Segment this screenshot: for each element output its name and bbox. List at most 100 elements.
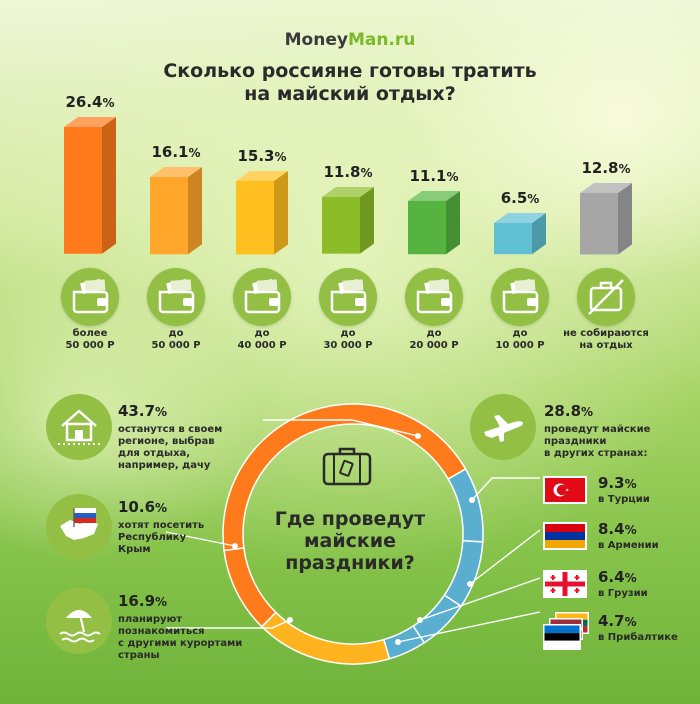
stat-abroad-label: проведут майские праздники в других страна… [544, 424, 651, 459]
bar-value-5: 6.5 [500, 188, 528, 207]
bar-2 [236, 170, 288, 254]
beach-umbrella-icon [46, 588, 112, 654]
bar-value-label-5: 6.5% [480, 189, 560, 207]
bar-top-2 [236, 170, 288, 181]
leader-line-3 [471, 477, 540, 501]
donut-title-line2: майские [303, 530, 397, 552]
bar-category-label-3: до 30 000 Р [298, 328, 398, 352]
country-turkey-label: в Турции [598, 494, 650, 505]
bar-value-unit-3: % [360, 166, 373, 181]
bar-category-label-4: до 20 000 Р [384, 328, 484, 352]
stat-crimea-value: 10.6% [118, 498, 168, 516]
bar-side-6 [618, 182, 632, 254]
bar-category-line-2-1: 40 000 Р [237, 340, 287, 351]
airplane-icon [470, 394, 536, 460]
donut-slice-6 [447, 467, 484, 543]
donut-slice-5 [443, 539, 484, 608]
bar-category-line-5-0: до [512, 328, 528, 339]
page-title: Сколько россияне готовы тратить на майск… [0, 60, 700, 106]
leader-dot-6 [395, 639, 401, 645]
bar-value-unit-6: % [618, 161, 631, 176]
bar-category-line-0-1: 50 000 Р [65, 340, 115, 351]
bar-category-line-4-1: 20 000 Р [409, 340, 459, 351]
bar-value-2: 15.3 [237, 146, 275, 165]
bar-value-1: 16.1 [151, 142, 189, 161]
bar-top-6 [580, 182, 632, 193]
bar-front-0 [64, 127, 102, 254]
bar-value-3: 11.8 [323, 163, 361, 182]
bar-6 [580, 182, 632, 254]
baltic-flags-icon [543, 612, 589, 652]
bar-category-label-5: до 10 000 Р [470, 328, 570, 352]
leader-line-4 [469, 529, 541, 585]
country-armenia-value: 8.4% [598, 520, 637, 538]
country-armenia-label: в Армении [598, 540, 659, 551]
donut-slice-1 [223, 547, 277, 628]
stat-abroad-value: 28.8% [544, 402, 594, 420]
leader-line-0 [263, 419, 419, 437]
bar-category-line-3-1: 30 000 Р [323, 340, 373, 351]
bar-value-label-4: 11.1% [394, 167, 474, 185]
bar-front-5 [494, 222, 532, 254]
bar-category-line-3-0: до [340, 328, 356, 339]
bar-category-line-1-1: 50 000 Р [151, 340, 201, 351]
suitcase-icon [322, 446, 372, 486]
bar-1 [150, 166, 202, 254]
donut-title: Где проведут майские праздники? [262, 508, 438, 574]
bar-value-4: 11.1 [409, 166, 447, 185]
leader-dot-1 [232, 543, 238, 549]
stat-region-label: останутся в своем регионе, выбрав для отды… [118, 424, 223, 471]
donut-slice-4 [412, 594, 463, 644]
georgia-flag-icon [543, 570, 587, 598]
bar-front-6 [580, 192, 618, 254]
country-georgia-label: в Грузии [598, 588, 648, 599]
bar-value-unit-1: % [188, 145, 201, 160]
wallet-icon-2 [233, 268, 291, 326]
bar-3 [322, 187, 374, 254]
bar-top-5 [494, 212, 546, 223]
leader-line-6 [397, 611, 541, 643]
bar-value-label-1: 16.1% [136, 143, 216, 161]
bar-side-5 [532, 212, 546, 254]
bar-side-3 [360, 187, 374, 254]
donut-slice-2 [260, 611, 391, 665]
bar-5 [494, 212, 546, 254]
bar-category-label-6: не собираются на отдых [556, 328, 656, 352]
bar-category-line-4-0: до [426, 328, 442, 339]
bar-value-unit-2: % [274, 149, 287, 164]
bar-0 [64, 117, 116, 254]
country-turkey-value: 9.3% [598, 474, 637, 492]
wallet-icon-5 [491, 268, 549, 326]
wallet-icon-0 [61, 268, 119, 326]
bar-category-label-0: более 50 000 Р [40, 328, 140, 352]
wallet-icon-1 [147, 268, 205, 326]
bar-top-4 [408, 190, 460, 201]
bar-category-label-2: до 40 000 Р [212, 328, 312, 352]
stat-region-value: 43.7% [118, 402, 168, 420]
bar-value-label-2: 15.3% [222, 147, 302, 165]
page-title-line1: Сколько россияне готовы тратить [163, 60, 537, 82]
stat-crimea-label: хотят посетить Республику Крым [118, 520, 205, 555]
leader-dot-2 [287, 617, 293, 623]
bar-category-line-6-0: не собираются [563, 328, 649, 339]
bar-front-2 [236, 180, 274, 254]
bar-value-label-3: 11.8% [308, 163, 388, 181]
bar-category-line-5-1: 10 000 Р [495, 340, 545, 351]
bar-value-0: 26.4 [65, 93, 103, 112]
bar-front-3 [322, 197, 360, 254]
wallet-icon-4 [405, 268, 463, 326]
bar-value-unit-5: % [527, 191, 540, 206]
bar-side-2 [274, 170, 288, 254]
bar-4 [408, 190, 460, 254]
bar-value-label-0: 26.4% [50, 93, 130, 111]
leader-dot-5 [417, 617, 423, 623]
no-suitcase-icon-6 [577, 268, 635, 326]
donut-title-line1: Где проведут [274, 508, 426, 530]
bar-front-1 [150, 176, 188, 254]
bar-top-1 [150, 166, 202, 177]
wallet-icon-3 [319, 268, 377, 326]
bar-top-0 [64, 117, 116, 128]
country-baltics-value: 4.7% [598, 612, 637, 630]
